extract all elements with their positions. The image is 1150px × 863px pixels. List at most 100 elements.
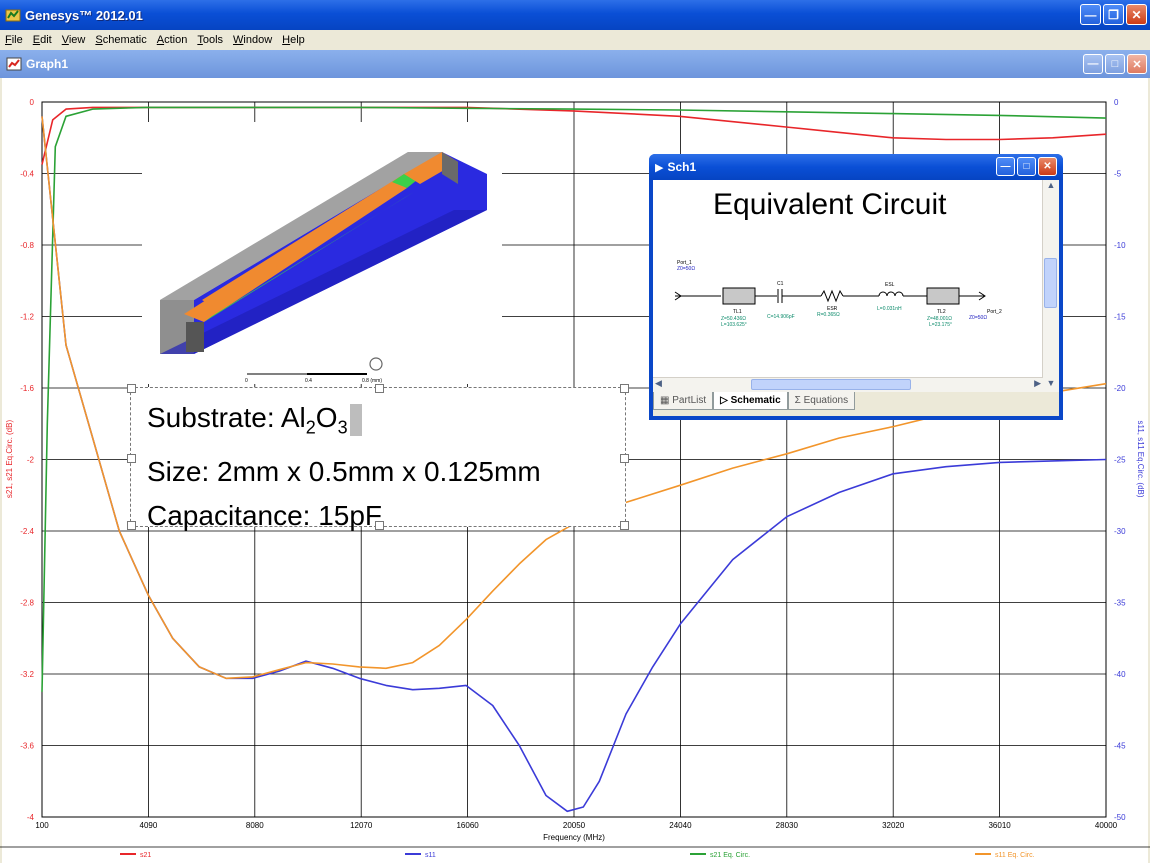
graph-window-title: Graph1 (26, 57, 69, 71)
annotation-substrate: Substrate: Al2O3 (147, 396, 625, 450)
scroll-thumb[interactable] (1044, 258, 1057, 308)
legend-label: s21 Eq. Circ. (710, 852, 750, 859)
series-line-s21-eq-circ[interactable] (41, 106, 1107, 692)
x-tick-label: 100 (35, 821, 49, 830)
scale-label-0: 0 (245, 378, 248, 384)
scroll-thumb[interactable] (751, 379, 911, 390)
x-tick-label: 4090 (140, 821, 158, 830)
minimize-button[interactable]: — (1080, 4, 1101, 25)
y-tick-label-right: -35 (1114, 599, 1126, 608)
resize-handle[interactable] (127, 521, 136, 530)
schematic-horizontal-scrollbar[interactable]: ◀ ▶ (653, 377, 1043, 392)
c1-value: C=14.906pF (767, 314, 795, 320)
graph-window-titlebar: Graph1 — □ ✕ (0, 50, 1150, 78)
y-tick-label-right: -50 (1114, 813, 1126, 822)
annotation-textbox[interactable]: Substrate: Al2O3 Size: 2mm x 0.5mm x 0.1… (127, 384, 629, 531)
y-tick-label-left: -2 (27, 456, 35, 465)
y-tick-label-right: -5 (1114, 170, 1122, 179)
sch-close-button[interactable]: ✕ (1038, 157, 1057, 176)
tab-equations[interactable]: Σ Equations (787, 392, 856, 410)
y-tick-label-right: 0 (1114, 98, 1119, 107)
close-icon: ✕ (1131, 7, 1142, 22)
y-tick-label-right: -45 (1114, 742, 1126, 751)
equations-icon: Σ (794, 395, 804, 406)
schematic-vertical-scrollbar[interactable]: ▲ ▼ (1042, 180, 1059, 392)
c1-name: C1 (777, 281, 784, 287)
y-tick-label-left: -1.6 (20, 384, 34, 393)
sch-maximize-button[interactable]: □ (1017, 157, 1036, 176)
y-tick-label-left: -4 (27, 813, 35, 822)
legend-label: s11 Eq. Circ. (995, 852, 1035, 859)
resize-handle[interactable] (620, 521, 629, 530)
schematic-window: ▶ Sch1 — □ ✕ Equivalent Circuit Port_1 Z… (649, 154, 1063, 420)
esl-value: L=0.031nH (877, 306, 902, 312)
tl2-symbol[interactable] (926, 287, 960, 305)
menu-action[interactable]: Action (156, 34, 188, 46)
rotate-icon (369, 357, 383, 371)
series-line-s11-eq-circ[interactable] (41, 116, 1107, 680)
close-icon: ✕ (1043, 161, 1052, 172)
close-button[interactable]: ✕ (1126, 4, 1147, 25)
menu-view[interactable]: View (61, 34, 86, 46)
esr-symbol[interactable] (820, 289, 844, 303)
menu-window[interactable]: Window (233, 34, 273, 46)
tl1-name: TL1 (733, 309, 742, 315)
y-tick-label-left: -0.4 (20, 170, 34, 179)
scale-label-0-4: 0.4 (305, 378, 312, 384)
menu-tools[interactable]: Tools (197, 34, 224, 46)
x-tick-label: 24040 (669, 821, 692, 830)
y-tick-label-left: -0.8 (20, 241, 34, 250)
annotation-size: Size: 2mm x 0.5mm x 0.125mm (147, 455, 541, 487)
sch-minimize-button[interactable]: — (996, 157, 1015, 176)
scroll-right-icon[interactable]: ▶ (1034, 378, 1041, 388)
x-axis-label: Frequency (MHz) (543, 833, 605, 842)
menu-help[interactable]: Help (282, 34, 305, 46)
esl-symbol[interactable] (878, 291, 904, 297)
graph-icon (6, 57, 22, 71)
graph-minimize-button[interactable]: — (1083, 54, 1103, 74)
tl2-z: Z=48.001Ω (927, 316, 952, 322)
resize-handle[interactable] (127, 454, 136, 463)
restore-button[interactable]: ❐ (1103, 4, 1124, 25)
graph-maximize-button[interactable]: □ (1105, 54, 1125, 74)
resize-handle[interactable] (620, 454, 629, 463)
menu-schematic[interactable]: Schematic (95, 34, 147, 46)
tab-schematic[interactable]: ▷ Schematic (713, 392, 788, 410)
graph-close-button[interactable]: ✕ (1127, 54, 1147, 74)
schematic-tabs: ▦ PartList ▷ Schematic Σ Equations (653, 392, 1059, 416)
port1-name: Port_1 (677, 260, 692, 266)
schematic-icon: ▶ (655, 161, 664, 174)
y-tick-label-right: -20 (1114, 384, 1126, 393)
tl1-symbol[interactable] (722, 287, 756, 305)
resize-handle[interactable] (127, 384, 136, 393)
scroll-left-icon[interactable]: ◀ (655, 378, 662, 388)
annotation-capacitance: Capacitance: 15pF (147, 499, 383, 531)
series-line-s21[interactable] (41, 106, 1107, 165)
minimize-icon: — (1084, 7, 1097, 22)
resize-handle[interactable] (620, 384, 629, 393)
y-tick-label-right: -40 (1114, 670, 1126, 679)
scroll-down-icon[interactable]: ▼ (1046, 378, 1056, 388)
scroll-up-icon[interactable]: ▲ (1046, 180, 1056, 190)
equivalent-circuit-diagram[interactable]: Port_1 Z0=50Ω TL1 Z=50.436Ω L=103.625° C… (671, 258, 1011, 348)
menu-edit[interactable]: Edit (32, 34, 52, 46)
minimize-icon: — (1087, 58, 1099, 70)
y-tick-label-left: -3.6 (20, 742, 34, 751)
y-tick-label-right: -25 (1114, 456, 1126, 465)
tab-partlist[interactable]: ▦ PartList (653, 392, 714, 410)
tl1-z: Z=50.436Ω (721, 316, 746, 322)
schematic-canvas[interactable]: Equivalent Circuit Port_1 Z0=50Ω TL1 Z=5… (653, 180, 1059, 416)
tl2-l: L=23.175° (929, 322, 952, 328)
x-tick-label: 8080 (246, 821, 264, 830)
scale-label-0-8: 0.8 (mm) (362, 378, 382, 384)
x-tick-label: 40000 (1095, 821, 1118, 830)
tl1-l: L=103.625° (721, 322, 747, 328)
y-tick-label-right: -30 (1114, 527, 1126, 536)
resize-handle[interactable] (375, 521, 384, 530)
menu-bar: File Edit View Schematic Action Tools Wi… (0, 30, 1150, 50)
restore-icon: ❐ (1108, 7, 1119, 22)
y-tick-label-left: -2.4 (20, 527, 34, 536)
x-tick-label: 32020 (882, 821, 905, 830)
resize-handle[interactable] (375, 384, 384, 393)
menu-file[interactable]: File (5, 34, 23, 46)
